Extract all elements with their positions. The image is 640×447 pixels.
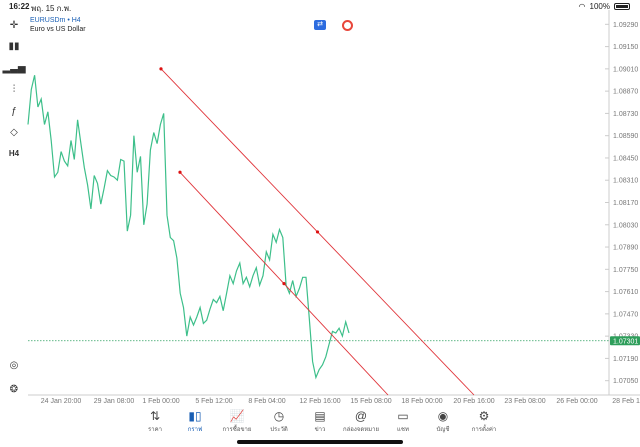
status-date: พฤ. 15 ก.พ.	[31, 4, 72, 13]
price-tick-label: 1.07050	[613, 378, 638, 385]
nav-item-label: กล่องจดหมาย	[342, 427, 380, 433]
status-time: 16:22	[9, 2, 30, 11]
battery-label: 100%	[589, 2, 610, 11]
trade-panel-icon[interactable]: ⇄	[314, 20, 326, 30]
nav-item-label: ประวัติ	[270, 427, 288, 433]
zoom-icon[interactable]: ◎	[9, 359, 19, 371]
symbol-description: Euro vs US Dollar	[30, 26, 86, 33]
time-axis: 24 Jan 20:00 29 Jan 08:00 1 Feb 00:00 5 Feb…	[41, 398, 640, 405]
timeframe-button[interactable]: H4	[8, 148, 20, 158]
nav-item-quotes[interactable]: ⇅ ราคา	[133, 408, 177, 434]
broker-logo-icon[interactable]: ❂	[9, 383, 19, 395]
price-tick-label: 1.08170	[613, 200, 638, 207]
mailbox-icon: @	[354, 409, 368, 423]
time-tick-label: 5 Feb 12:00	[195, 398, 232, 405]
nav-item-account[interactable]: ◉ บัญชี	[421, 408, 465, 434]
nav-item-chart[interactable]: ▮▯ กราฟ	[173, 408, 217, 434]
time-tick-label: 23 Feb 08:00	[504, 398, 545, 405]
price-tick-label: 1.08450	[613, 155, 638, 162]
history-icon: ◷	[273, 409, 285, 423]
objects-icon[interactable]: ◇	[10, 126, 18, 138]
nav-item-label: บัญชี	[436, 427, 450, 433]
candlestick-icon[interactable]: ▮▮	[8, 40, 20, 52]
symbol-name: EURUSDm • H4	[30, 17, 81, 24]
nav-item-trade[interactable]: 📈 การซื้อขาย	[215, 408, 259, 434]
time-tick-label: 8 Feb 04:00	[248, 398, 285, 405]
price-tick-label: 1.08310	[613, 178, 638, 185]
time-tick-label: 26 Feb 00:00	[556, 398, 597, 405]
time-tick-label: 28 Feb 16	[612, 398, 640, 405]
chart-icon: ▮▯	[188, 409, 202, 423]
price-tick-label: 1.08590	[613, 133, 638, 140]
trendline-handle[interactable]	[315, 230, 320, 234]
trendline-handle[interactable]	[178, 170, 182, 174]
account-icon: ◉	[437, 409, 449, 423]
status-bar: 16:22 พฤ. 15 ก.พ. ◠ 100%	[0, 0, 640, 13]
quotes-icon: ⇅	[149, 409, 161, 423]
nav-item-chat[interactable]: ▭ แชท	[381, 408, 425, 434]
settings-icon: ⚙	[478, 409, 490, 423]
nav-item-label: ข่าว	[314, 427, 326, 433]
wifi-icon: ◠	[578, 2, 586, 11]
price-tick-label: 1.09290	[613, 22, 638, 29]
price-tick-label: 1.08730	[613, 111, 638, 118]
home-indicator	[237, 440, 403, 444]
symbol-info: EURUSDm • H4 Euro vs US Dollar	[30, 16, 86, 34]
news-icon: ▤	[314, 409, 326, 423]
battery-icon	[614, 3, 630, 10]
nav-item-settings[interactable]: ⚙ การตั้งค่า	[462, 408, 506, 434]
price-tick-label: 1.08030	[613, 222, 638, 229]
price-tick-label: 1.07750	[613, 267, 638, 274]
price-series-line	[27, 75, 350, 380]
time-tick-label: 1 Feb 00:00	[142, 398, 179, 405]
price-tick-label: 1.07610	[613, 289, 638, 296]
price-tick-label: 1.08870	[613, 89, 638, 96]
price-tick-label: 1.07190	[613, 356, 638, 363]
price-tick-label: 1.07890	[613, 245, 638, 252]
nav-item-history[interactable]: ◷ ประวัติ	[257, 408, 301, 434]
function-icon[interactable]: ƒ	[11, 105, 17, 117]
crosshair-icon[interactable]: ✛	[9, 19, 19, 31]
status-right: ◠ 100%	[579, 2, 630, 11]
time-tick-label: 15 Feb 08:00	[350, 398, 391, 405]
nav-item-label: การตั้งค่า	[471, 427, 497, 433]
current-price-label: 1.07301	[613, 338, 638, 345]
chart-buttons: ⇄	[314, 20, 353, 31]
price-tick-label: 1.07470	[613, 311, 638, 318]
time-tick-label: 24 Jan 20:00	[41, 398, 82, 405]
bar-chart-icon[interactable]: ▂▃▅	[2, 62, 26, 74]
nav-item-label: กราฟ	[187, 427, 203, 433]
price-axis: 1.09290 1.09150 1.09010 1.08870 1.08730 1.085…	[605, 22, 638, 385]
price-tick-label: 1.09010	[613, 66, 638, 73]
nav-item-label: ราคา	[148, 427, 162, 433]
chart-toolbar: ✛ ▮▮ ▂▃▅ ⫶ ƒ ◇ H4 ◎ ❂	[0, 14, 28, 404]
sliders-icon[interactable]: ⫶	[12, 83, 16, 95]
trendlines[interactable]	[159, 67, 475, 396]
nav-item-label: การซื้อขาย	[222, 427, 252, 433]
nav-item-news[interactable]: ▤ ข่าว	[298, 408, 342, 434]
time-tick-label: 12 Feb 16:00	[299, 398, 340, 405]
time-tick-label: 29 Jan 08:00	[94, 398, 135, 405]
current-price-badge	[610, 336, 640, 346]
price-tick-label: 1.09150	[613, 44, 638, 51]
time-tick-label: 18 Feb 00:00	[401, 398, 442, 405]
chat-icon: ▭	[397, 409, 409, 423]
trade-icon: 📈	[229, 409, 245, 423]
record-icon[interactable]	[342, 20, 353, 31]
nav-item-mailbox[interactable]: @ กล่องจดหมาย	[339, 408, 383, 434]
trendline-handle[interactable]	[282, 282, 286, 286]
trendline-handle[interactable]	[159, 67, 163, 71]
nav-item-label: แชท	[397, 427, 409, 433]
price-chart[interactable]: 1.09290 1.09150 1.09010 1.08870 1.08730 1.085…	[0, 0, 640, 405]
time-tick-label: 20 Feb 16:00	[453, 398, 494, 405]
